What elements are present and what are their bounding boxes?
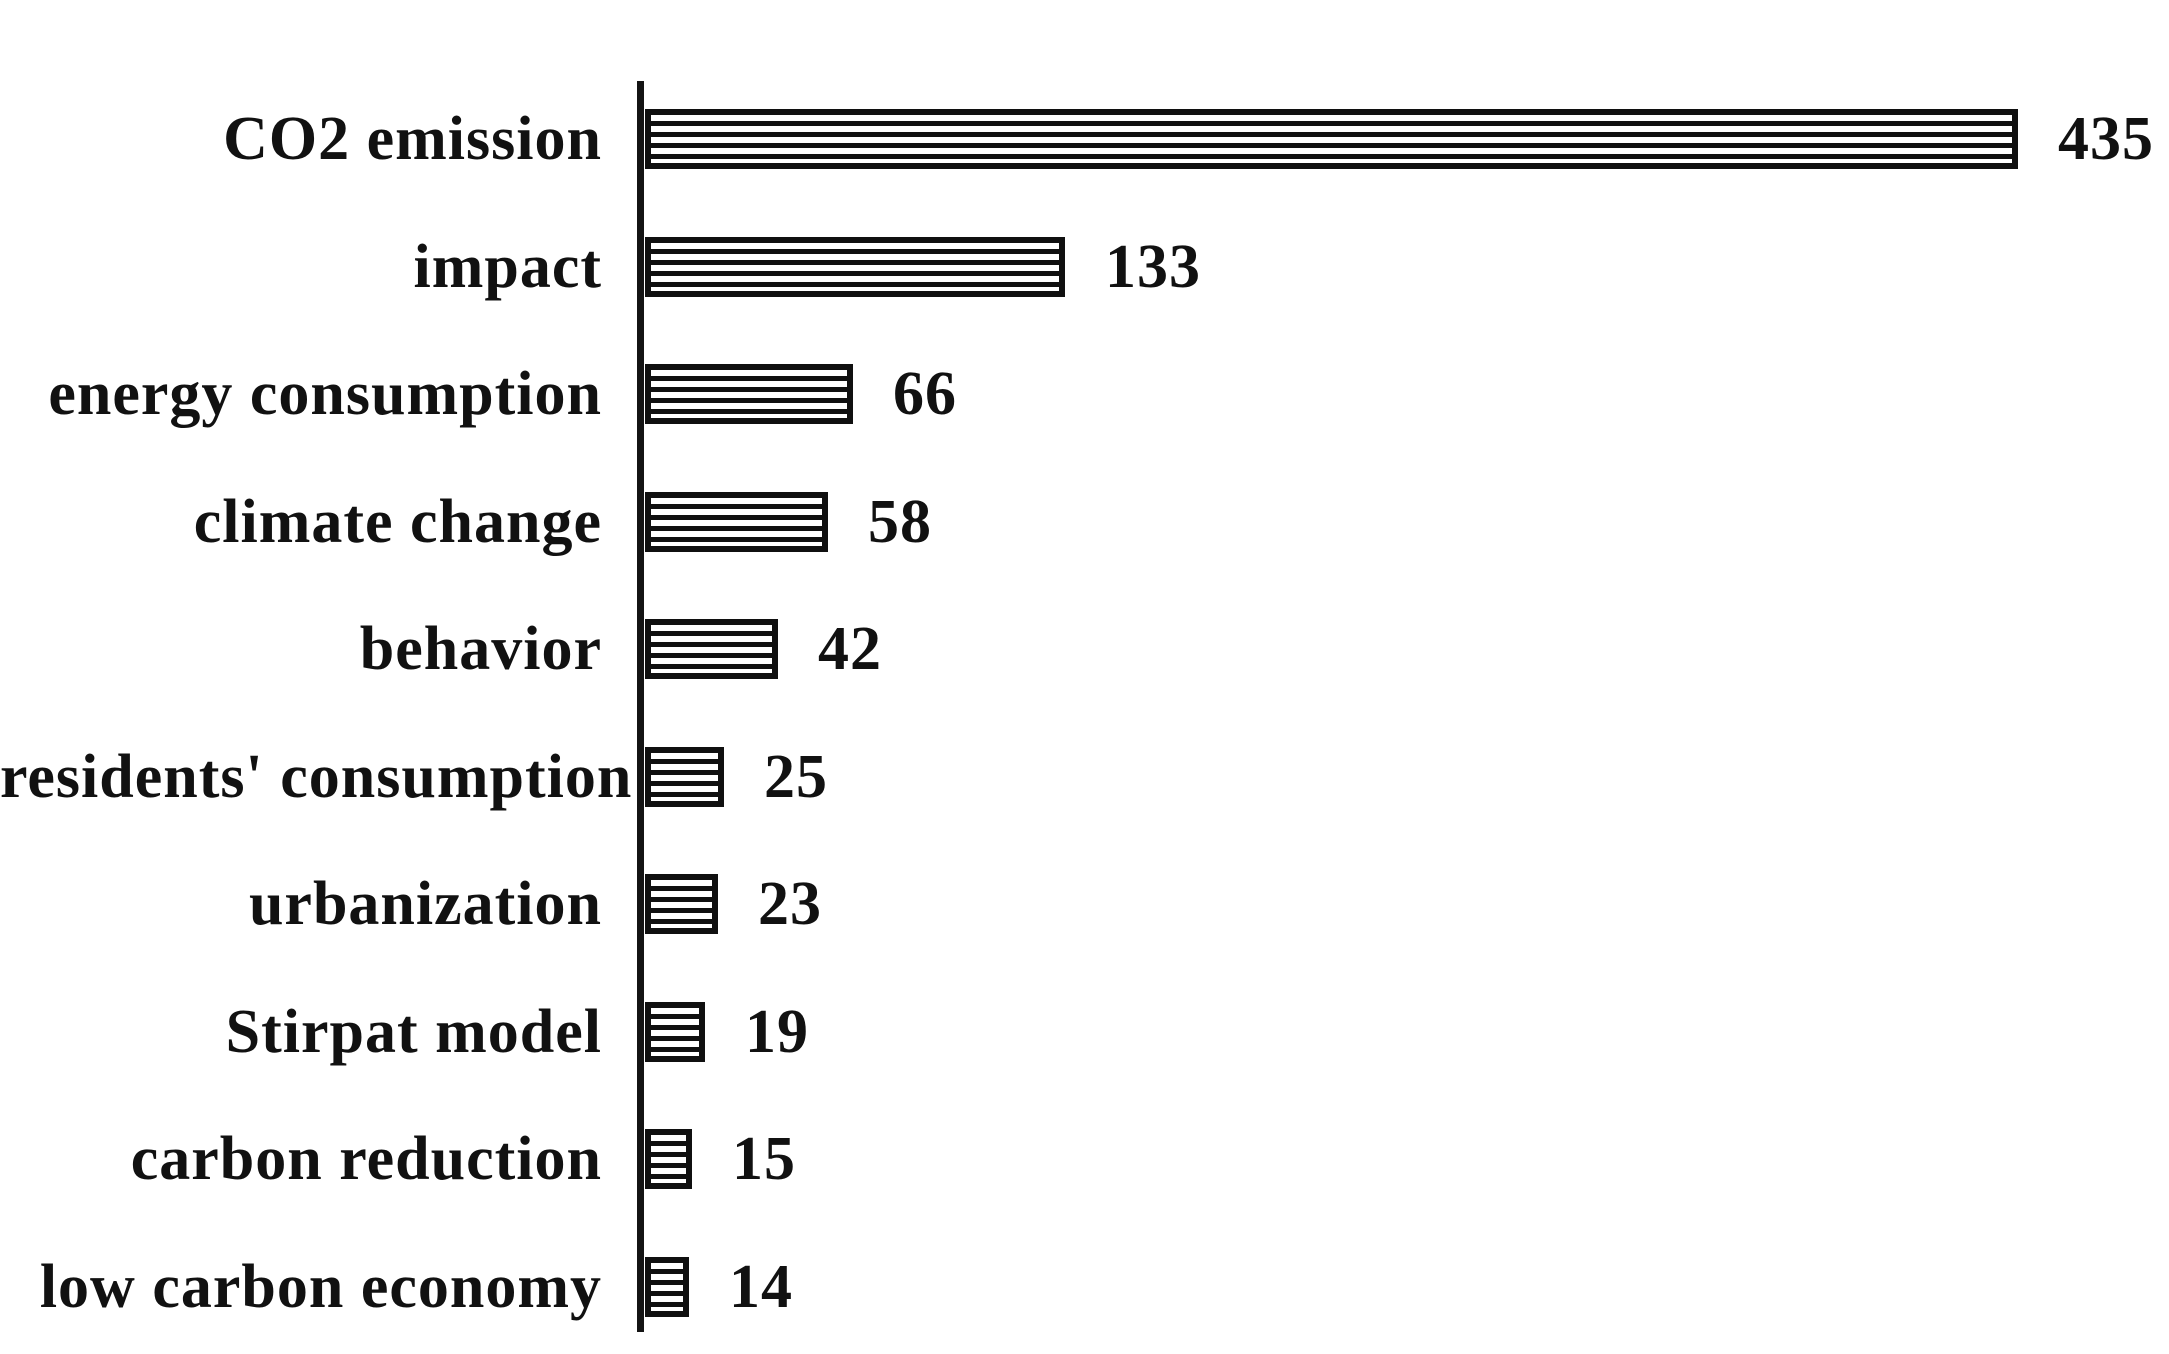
value-label: 15 — [732, 1125, 796, 1194]
category-label: residents' consumption — [0, 742, 633, 811]
category-label: carbon reduction — [130, 1125, 602, 1194]
category-label: energy consumption — [48, 360, 602, 429]
bar — [645, 1129, 692, 1190]
value-label: 66 — [893, 360, 957, 429]
category-label: low carbon economy — [39, 1252, 602, 1321]
category-label: impact — [413, 232, 602, 301]
bar — [645, 109, 2018, 169]
value-label: 435 — [2058, 105, 2154, 173]
value-label: 23 — [758, 870, 822, 939]
category-label: behavior — [359, 615, 602, 684]
bar — [645, 491, 828, 552]
category-label: urbanization — [248, 870, 602, 939]
category-label: CO2 emission — [223, 105, 602, 173]
bar — [645, 1256, 689, 1317]
bar — [645, 874, 718, 935]
value-label: 19 — [745, 997, 809, 1066]
bar — [645, 364, 853, 425]
value-label: 25 — [764, 742, 828, 811]
category-label: Stirpat model — [225, 997, 602, 1066]
bar — [645, 236, 1065, 297]
bar — [645, 619, 778, 680]
bar — [645, 746, 724, 807]
value-label: 133 — [1105, 232, 1201, 301]
value-label: 58 — [868, 487, 932, 556]
value-label: 42 — [818, 615, 882, 684]
category-label: climate change — [193, 487, 602, 556]
y-axis-line — [637, 81, 644, 1332]
value-label: 14 — [729, 1252, 793, 1321]
bar — [645, 1001, 705, 1062]
